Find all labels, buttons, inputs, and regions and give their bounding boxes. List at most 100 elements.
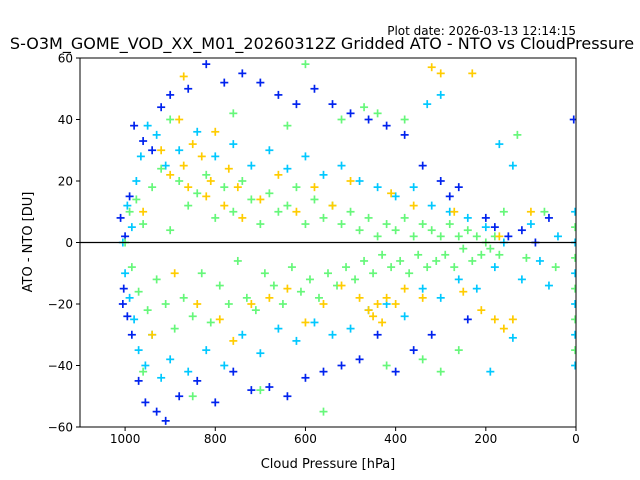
data-point xyxy=(571,315,576,324)
data-point xyxy=(175,177,184,185)
data-point xyxy=(409,232,418,241)
data-point xyxy=(193,376,202,385)
data-point xyxy=(274,90,283,99)
x-tick-label: 200 xyxy=(474,432,497,446)
data-point xyxy=(130,315,139,324)
data-point xyxy=(229,109,238,118)
data-point xyxy=(346,324,355,333)
data-point xyxy=(445,192,454,201)
data-point xyxy=(251,306,260,315)
data-point xyxy=(310,195,319,204)
data-point xyxy=(292,207,301,216)
data-point xyxy=(233,256,242,265)
data-point xyxy=(436,367,445,376)
data-point xyxy=(283,164,292,173)
data-point xyxy=(125,293,134,302)
data-point xyxy=(197,269,206,278)
data-point xyxy=(373,183,382,192)
data-point xyxy=(346,109,355,118)
data-point xyxy=(247,161,256,170)
data-point xyxy=(400,284,409,293)
data-point xyxy=(346,207,355,216)
data-point xyxy=(427,330,436,339)
data-point xyxy=(206,177,215,185)
data-point xyxy=(166,90,175,99)
data-point xyxy=(148,146,157,155)
data-point xyxy=(373,300,382,308)
data-point xyxy=(569,115,576,124)
data-point xyxy=(134,376,143,385)
data-point xyxy=(351,275,360,284)
data-point xyxy=(571,361,576,370)
data-point xyxy=(136,152,145,161)
data-point xyxy=(278,300,287,308)
chart-title: S-O3M_GOME_VOD_XX_M01_20260312Z Gridded … xyxy=(10,34,634,54)
data-point xyxy=(127,223,136,232)
data-point xyxy=(166,115,175,124)
data-point xyxy=(143,306,152,315)
data-point xyxy=(256,195,265,204)
data-point xyxy=(197,152,206,161)
x-tick-label: 0 xyxy=(572,432,580,446)
data-point xyxy=(337,361,346,370)
data-point xyxy=(337,115,346,124)
data-point xyxy=(378,318,387,327)
data-point xyxy=(148,330,157,339)
data-point xyxy=(571,223,576,232)
data-point xyxy=(265,189,274,198)
data-point xyxy=(463,213,472,222)
data-point xyxy=(188,140,197,149)
data-point xyxy=(301,318,310,327)
data-point xyxy=(292,100,301,109)
data-point xyxy=(123,312,132,321)
data-point xyxy=(495,250,504,259)
data-point xyxy=(436,177,445,185)
data-point xyxy=(123,201,132,210)
data-point xyxy=(161,416,170,425)
data-point xyxy=(283,284,292,293)
data-point xyxy=(387,189,396,198)
data-point xyxy=(152,130,161,139)
data-point xyxy=(206,318,215,327)
y-tick-label: 20 xyxy=(58,175,73,189)
data-point xyxy=(175,392,184,401)
data-point xyxy=(242,293,251,302)
data-point xyxy=(355,355,364,364)
data-point xyxy=(125,192,134,201)
data-point xyxy=(296,287,305,296)
data-point xyxy=(202,346,211,355)
data-point xyxy=(292,183,301,192)
data-point xyxy=(328,330,337,339)
data-point xyxy=(247,195,256,204)
data-point xyxy=(175,146,184,155)
data-point xyxy=(211,127,220,136)
data-point xyxy=(472,284,481,293)
data-point xyxy=(495,232,504,241)
data-point xyxy=(432,256,441,265)
x-axis-label: Cloud Pressure [hPa] xyxy=(261,457,396,472)
data-point xyxy=(369,312,378,321)
data-point xyxy=(184,183,193,192)
data-point xyxy=(247,300,256,308)
data-point xyxy=(141,361,150,370)
data-point xyxy=(119,284,128,293)
data-point xyxy=(211,152,220,161)
data-point xyxy=(166,170,175,179)
data-point xyxy=(256,220,265,229)
data-point xyxy=(364,115,373,124)
data-point xyxy=(396,256,405,265)
data-point xyxy=(211,213,220,222)
data-point xyxy=(463,315,472,324)
data-point xyxy=(481,213,490,222)
data-point xyxy=(328,201,337,210)
data-point xyxy=(409,346,418,355)
y-tick-label: 60 xyxy=(58,52,73,66)
data-point xyxy=(132,177,141,185)
data-point xyxy=(468,256,477,265)
data-point xyxy=(571,330,576,339)
data-point xyxy=(423,263,432,272)
data-point xyxy=(283,201,292,210)
data-point xyxy=(508,333,517,342)
data-point xyxy=(342,263,351,272)
data-point xyxy=(274,207,283,216)
